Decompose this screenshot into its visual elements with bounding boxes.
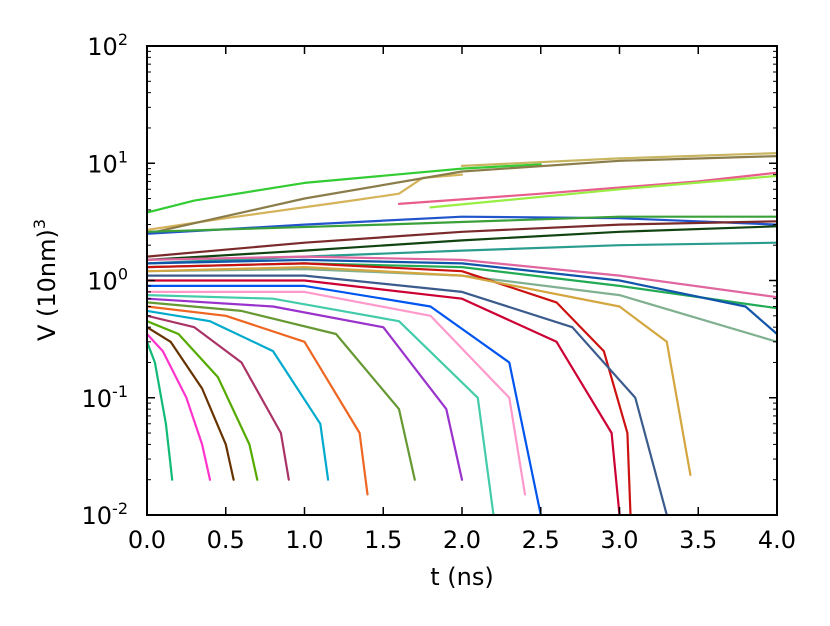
series-line-25 xyxy=(147,305,369,496)
series-line-5 xyxy=(397,171,777,205)
y-tick-label-4: 102 xyxy=(87,30,128,61)
series-line-1 xyxy=(147,163,542,214)
series-line-11 xyxy=(147,241,777,265)
y-tick-label-1: 10-1 xyxy=(82,382,129,413)
y-tick-exp-0: -2 xyxy=(112,499,128,518)
y-tick-label-2: 100 xyxy=(87,265,128,296)
x-tick-label-8: 4.0 xyxy=(758,526,796,554)
series-group xyxy=(147,152,777,515)
y-tick-label-0: 10-2 xyxy=(82,499,129,530)
series-line-27 xyxy=(147,314,290,481)
series-line-28 xyxy=(147,320,259,481)
x-tick-label-4: 2.0 xyxy=(443,526,481,554)
y-tick-base-2: 10 xyxy=(87,268,118,296)
series-line-10 xyxy=(147,225,777,261)
x-tick-label-6: 3.0 xyxy=(600,526,638,554)
y-axis-title-text: V (10nm) xyxy=(33,229,61,341)
series-line-23 xyxy=(147,297,464,481)
series-line-22 xyxy=(147,294,495,515)
y-tick-exp-1: -1 xyxy=(112,382,128,401)
series-line-17 xyxy=(147,266,692,476)
series-line-3 xyxy=(147,155,777,235)
x-axis-ticks: 0.0 0.5 1.0 1.5 2.0 2.5 3.0 3.5 4.0 xyxy=(128,46,796,554)
series-line-26 xyxy=(147,309,330,481)
series-line-31 xyxy=(147,340,174,481)
y-axis-title: V (10nm)3 xyxy=(30,219,61,341)
x-tick-label-7: 3.5 xyxy=(679,526,717,554)
series-line-30 xyxy=(147,332,212,481)
x-tick-label-5: 2.5 xyxy=(522,526,560,554)
series-line-8 xyxy=(147,215,777,233)
series-line-16 xyxy=(147,262,632,515)
series-line-18 xyxy=(147,274,668,515)
series-line-4 xyxy=(460,152,777,167)
x-tick-label-3: 1.5 xyxy=(364,526,402,554)
series-line-15 xyxy=(147,258,777,336)
y-tick-base-1: 10 xyxy=(82,385,113,413)
y-tick-exp-2: 0 xyxy=(118,265,128,284)
series-line-19 xyxy=(147,279,621,515)
y-tick-base-3: 10 xyxy=(87,150,118,178)
series-line-6 xyxy=(429,174,777,209)
y-tick-base-4: 10 xyxy=(87,33,118,61)
y-tick-exp-4: 2 xyxy=(118,30,128,49)
x-tick-label-0: 0.0 xyxy=(128,526,166,554)
series-line-12 xyxy=(147,255,777,299)
series-line-20 xyxy=(147,284,542,515)
y-tick-base-0: 10 xyxy=(82,502,113,530)
series-line-29 xyxy=(147,326,235,481)
x-tick-label-1: 0.5 xyxy=(207,526,245,554)
y-tick-exp-3: 1 xyxy=(118,147,128,166)
series-line-24 xyxy=(147,301,416,481)
x-axis-title: t (ns) xyxy=(430,563,493,591)
x-tick-label-2: 1.0 xyxy=(285,526,323,554)
y-axis-title-exponent: 3 xyxy=(30,219,49,229)
series-line-21 xyxy=(147,290,527,496)
series-line-9 xyxy=(147,220,777,258)
y-tick-label-3: 101 xyxy=(87,147,128,178)
